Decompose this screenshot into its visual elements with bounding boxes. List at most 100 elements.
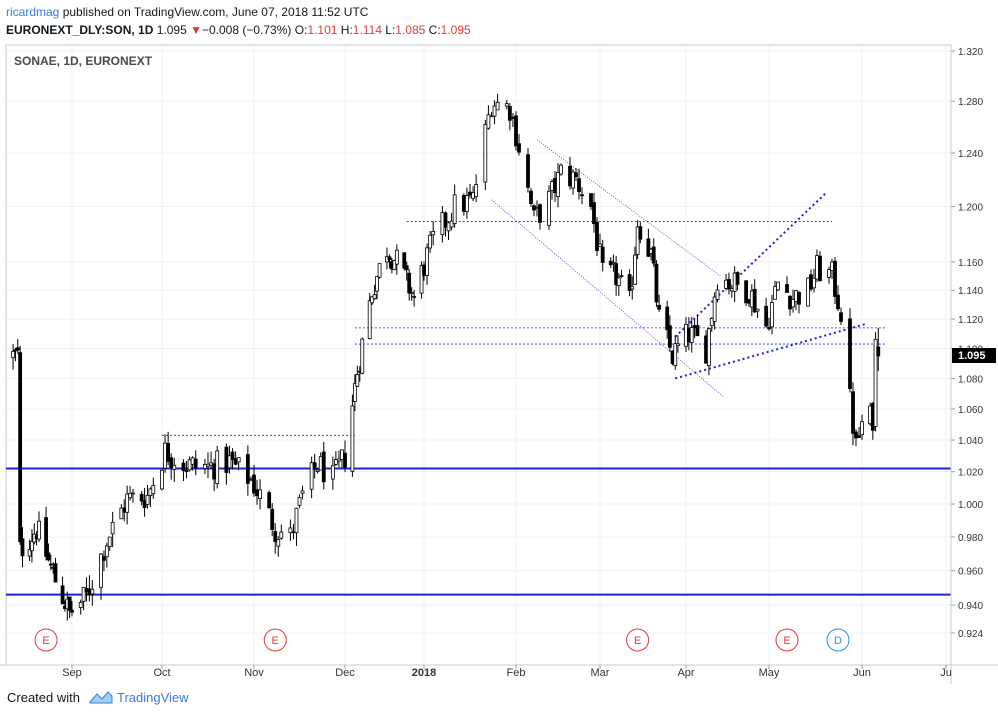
candle-body xyxy=(337,458,341,462)
candle-body xyxy=(616,277,621,286)
candle-body xyxy=(412,295,417,298)
candle-body xyxy=(99,553,103,588)
candle-body xyxy=(350,405,355,472)
candle-body xyxy=(128,492,132,499)
price-tick-label: 1.280 xyxy=(958,97,983,108)
candle-body xyxy=(340,449,344,460)
candle-body xyxy=(312,462,317,470)
candle-body xyxy=(770,302,774,328)
candle-body xyxy=(860,421,864,436)
candle-body xyxy=(468,191,472,196)
candle-body xyxy=(589,193,593,207)
candle-body xyxy=(27,548,32,557)
candle-body xyxy=(78,602,83,608)
candle-body xyxy=(633,254,637,285)
candle-body xyxy=(611,261,616,265)
candle-body xyxy=(785,284,789,293)
candle-body xyxy=(709,318,714,327)
candle-body xyxy=(559,164,563,175)
candle-body xyxy=(119,507,124,520)
candle-body xyxy=(309,462,314,490)
candle-body xyxy=(279,531,284,539)
candle-body xyxy=(538,204,542,223)
candle-body xyxy=(635,226,640,255)
candle-body xyxy=(665,306,670,331)
time-tick-label: 2018 xyxy=(412,667,436,679)
candle-body xyxy=(532,205,536,211)
price-tick-label: 1.160 xyxy=(958,258,983,269)
candles xyxy=(11,93,881,621)
price-axis[interactable]: 1.3201.2801.2401.2001.1601.1401.1201.100… xyxy=(951,47,983,640)
trendlines xyxy=(491,139,868,397)
candle-body xyxy=(695,324,700,337)
candle-body xyxy=(706,328,711,367)
candle-body xyxy=(267,492,272,509)
candle-body xyxy=(598,243,602,248)
candle-body xyxy=(443,212,448,228)
candle-body xyxy=(110,521,115,535)
candle-body xyxy=(619,275,624,278)
candle-body xyxy=(517,143,521,153)
candle-body xyxy=(300,490,305,494)
candle-body xyxy=(461,195,466,212)
candle-body xyxy=(474,184,479,197)
candle-body xyxy=(245,454,250,484)
close-label: C: xyxy=(428,23,441,37)
candle-body xyxy=(288,527,293,534)
chart-title: SONAE, 1D, EURONEXT xyxy=(14,54,153,68)
candle-body xyxy=(407,272,412,294)
candle-body xyxy=(764,305,769,327)
candle-body xyxy=(291,531,296,534)
candle-body xyxy=(70,609,74,613)
candle-body xyxy=(227,455,232,469)
candle-body xyxy=(193,458,198,468)
author-link[interactable]: ricardmag xyxy=(6,5,60,19)
time-tick-label: Jun xyxy=(853,667,871,679)
price-tick-label: 1.120 xyxy=(958,315,983,326)
candle-body xyxy=(236,457,241,463)
candle-body xyxy=(297,496,302,506)
candle-body xyxy=(294,507,299,534)
open-value: 1.101 xyxy=(307,23,338,37)
earnings-event-icon xyxy=(775,628,799,652)
price-tick-label: 1.060 xyxy=(958,405,983,416)
candle-body xyxy=(258,489,262,500)
time-tick-label: Feb xyxy=(507,667,526,679)
candle-body xyxy=(446,222,451,232)
candle-body xyxy=(592,202,596,225)
event-label: E xyxy=(783,635,790,647)
price-tick-label: 1.140 xyxy=(958,286,983,297)
candle-body xyxy=(270,508,275,530)
time-axis[interactable]: Sep Oct Nov Dec 2018 Feb Mar Apr May Jun Ju xyxy=(62,665,952,679)
candle-body xyxy=(851,391,855,434)
candle-body xyxy=(876,346,881,357)
tradingview-logo-icon[interactable] xyxy=(88,688,114,706)
candle-body xyxy=(252,474,256,494)
candle-body xyxy=(794,290,798,302)
time-tick-label: Apr xyxy=(677,667,694,679)
candle-body xyxy=(212,463,217,480)
chart-area[interactable]: SONAE, 1D, EURONEXT E E E E D 1.320 1.280 1.24… xyxy=(0,44,998,684)
symbol-line: EURONEXT_DLY:SON, 1D 1.095 ▼−0.008 (−0.7… xyxy=(6,23,471,37)
candle-body xyxy=(667,325,672,348)
time-tick-label: Ju xyxy=(940,667,952,679)
candle-body xyxy=(209,462,213,466)
candle-body xyxy=(449,220,454,228)
candle-body xyxy=(495,101,500,111)
price-tick-label: 1.020 xyxy=(958,468,983,479)
time-tick-label: Sep xyxy=(62,667,82,679)
candle-body xyxy=(727,279,731,290)
candle-body xyxy=(60,585,65,605)
candle-body xyxy=(676,343,680,347)
price-tick-label: 1.040 xyxy=(958,436,983,447)
candle-body xyxy=(125,493,130,513)
low-label: L: xyxy=(385,23,396,37)
candle-body xyxy=(744,280,749,304)
candle-body xyxy=(797,291,801,305)
candle-body xyxy=(712,296,717,322)
tradingview-brand-link[interactable]: TradingView xyxy=(117,690,189,705)
candle-body xyxy=(755,308,760,312)
candle-body xyxy=(526,154,530,188)
candle-body xyxy=(172,464,177,470)
last-price-tag-bg xyxy=(952,348,996,363)
